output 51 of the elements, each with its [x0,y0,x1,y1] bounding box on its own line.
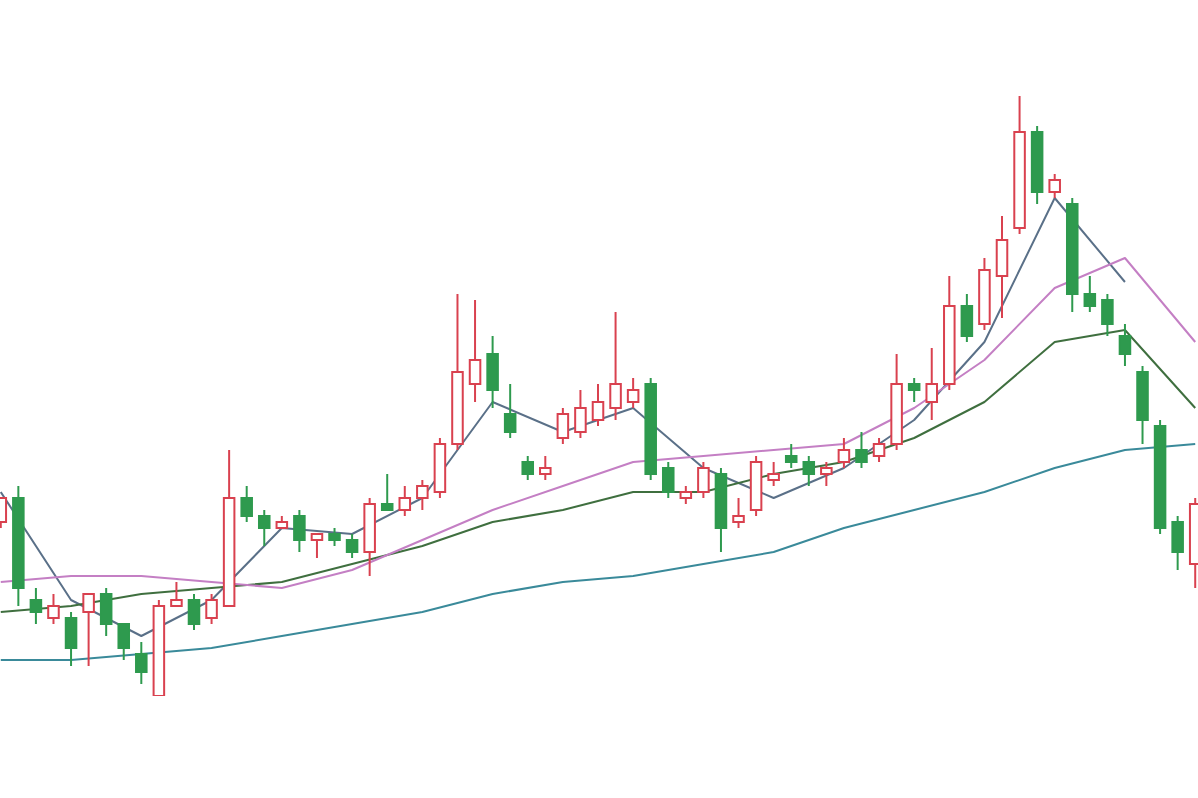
candlestick [1118,323,1132,367]
candlestick [363,497,376,577]
candlestick [732,497,745,529]
candlestick [1048,173,1061,199]
candlestick [907,377,921,403]
candlestick [257,509,271,547]
candlestick [521,455,535,481]
candlestick [486,335,499,409]
candlestick [626,377,640,409]
candlestick [205,593,218,625]
candlestick [697,461,710,499]
candlestick [135,641,148,685]
candlestick [29,587,43,625]
candlestick [82,593,95,667]
candlestick [784,443,798,469]
candlestick [767,461,780,487]
candlestick [117,623,131,661]
candlestick [433,437,447,499]
candlestick [1136,365,1149,445]
candlestick [47,593,60,625]
candlestick [591,383,605,427]
candlestick [609,311,622,421]
candlestick [64,611,78,667]
candlestick [1083,275,1097,313]
candlestick [345,533,359,559]
candlestick [661,461,675,499]
candlestick [995,215,1009,319]
candlestick [802,455,816,487]
candlestick [574,389,587,439]
candlestick [855,431,868,469]
candlestick [749,455,763,517]
candlestick [837,437,851,469]
candlestick [293,509,306,553]
candlestick [380,473,394,511]
candlestick [187,593,201,631]
candlestick [925,347,939,421]
candlestick [240,485,253,523]
candlestick [468,299,482,403]
candlestick [872,437,886,463]
candlestick [1101,293,1114,337]
candlestick [398,485,412,517]
candlestick [556,407,570,445]
candlestick [539,455,552,481]
candlestick [820,461,833,487]
candlestick [960,293,974,343]
candlestick [99,587,113,637]
candlestick [416,479,429,511]
candlestick [310,533,324,559]
candlestick [170,581,183,607]
candlestick [1171,515,1184,571]
candlestick [503,383,517,439]
